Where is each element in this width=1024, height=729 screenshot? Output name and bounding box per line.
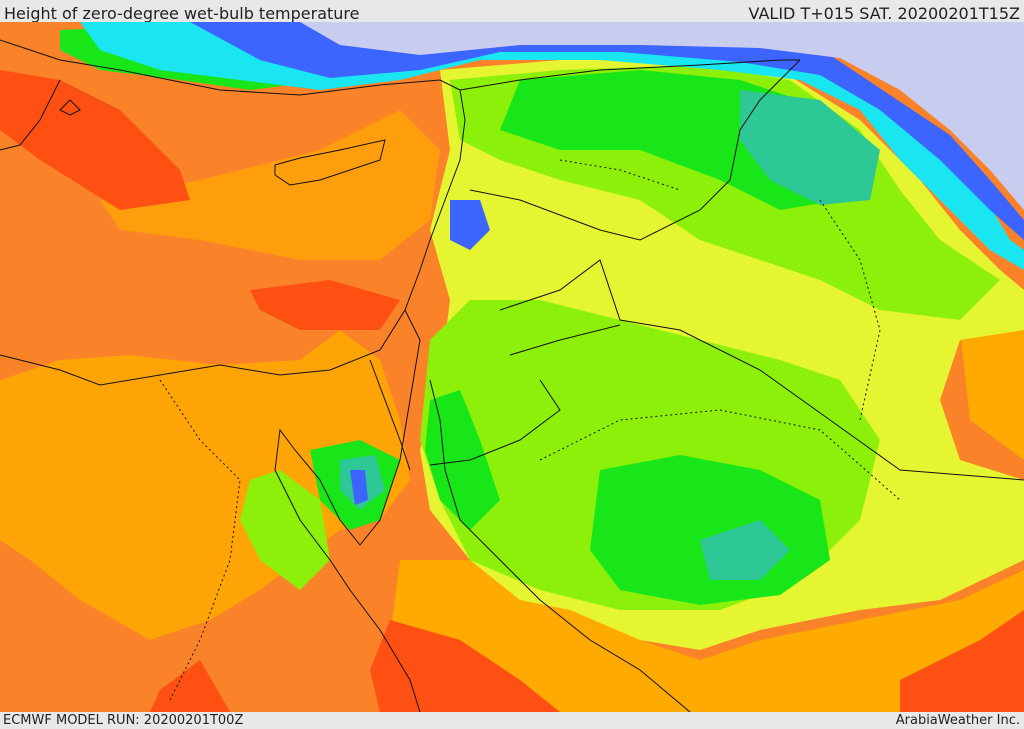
map-title: Height of zero-degree wet-bulb temperatu… [4,4,360,23]
field-very-low-north [300,22,1024,210]
field-cyan-north [80,22,1024,270]
header-bar: Height of zero-degree wet-bulb temperatu… [0,0,1024,23]
footer-bar: ECMWF MODEL RUN: 20200201T00Z ArabiaWeat… [0,712,1024,729]
field-blue-sinai [350,470,368,505]
valid-time-label: VALID T+015 SAT. 20200201T15Z [748,4,1020,23]
political-borders [369,59,1024,481]
field-teal-iraq [740,90,880,205]
credit-label: ArabiaWeather Inc. [895,713,1020,728]
coastlines [0,39,691,712]
dotted-boundaries [159,159,901,701]
field-red-redsea [370,620,560,712]
field-blue-north [190,22,1024,240]
field-orange-yellow-egypt [0,330,410,640]
map-canvas [0,22,1024,712]
field-blue-lebanon [450,200,490,250]
field-red-southeast [900,610,1024,712]
field-lime-egypt [240,470,330,590]
weather-map [0,22,1024,712]
field-teal-saudi [700,520,790,580]
field-orange-yellow-east [960,300,1024,460]
field-orange-yellow-med [100,110,440,260]
field-green-jordan [425,390,500,530]
model-run-label: ECMWF MODEL RUN: 20200201T00Z [3,713,244,728]
field-red-levant-sea [250,280,400,330]
